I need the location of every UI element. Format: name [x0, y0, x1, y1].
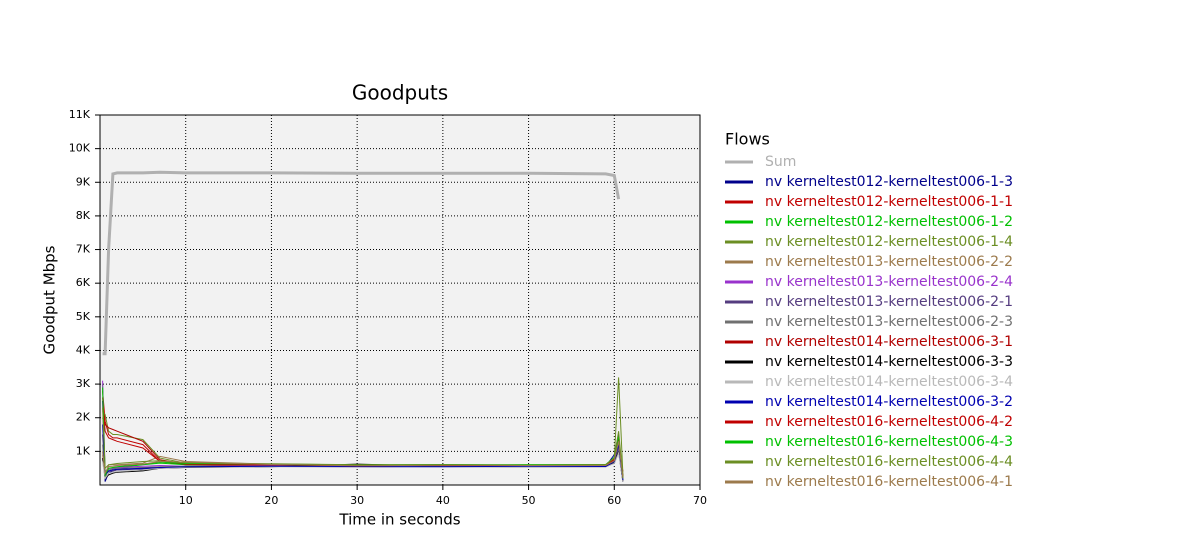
y-tick-label: 3K — [76, 377, 91, 390]
y-axis-label: Goodput Mbps — [41, 245, 59, 354]
legend-label: nv kerneltest014-kerneltest006-3-4 — [765, 374, 1013, 390]
legend-label: nv kerneltest013-kerneltest006-2-4 — [765, 274, 1013, 290]
legend-title: Flows — [725, 130, 770, 149]
plot-area — [100, 115, 700, 485]
series-line — [102, 424, 624, 481]
legend-label: nv kerneltest013-kerneltest006-2-1 — [765, 294, 1013, 310]
legend-label: nv kerneltest013-kerneltest006-2-2 — [765, 254, 1013, 270]
y-tick-label: 11K — [69, 108, 91, 121]
legend-label: nv kerneltest016-kerneltest006-4-3 — [765, 434, 1013, 450]
legend-label: nv kerneltest016-kerneltest006-4-1 — [765, 474, 1013, 490]
series-line — [102, 451, 624, 482]
legend-label: nv kerneltest016-kerneltest006-4-4 — [765, 454, 1013, 470]
legend-label: nv kerneltest014-kerneltest006-3-2 — [765, 394, 1013, 410]
x-tick-label: 50 — [522, 494, 536, 507]
x-tick-label: 10 — [179, 494, 193, 507]
y-tick-label: 8K — [76, 209, 91, 222]
x-tick-label: 40 — [436, 494, 450, 507]
legend-label: nv kerneltest014-kerneltest006-3-1 — [765, 334, 1013, 350]
y-tick-label: 5K — [76, 310, 91, 323]
plot-frame — [99, 114, 701, 486]
series-line — [102, 170, 621, 356]
legend-label: nv kerneltest012-kerneltest006-1-4 — [765, 234, 1013, 250]
series-line — [102, 441, 624, 479]
x-axis-label: Time in seconds — [338, 511, 460, 529]
chart-title: Goodputs — [352, 81, 448, 105]
legend-label: nv kerneltest012-kerneltest006-1-3 — [765, 174, 1013, 190]
legend-label: nv kerneltest012-kerneltest006-1-2 — [765, 214, 1013, 230]
legend: Flows Sum nv kerneltest012-kerneltest006-… — [725, 130, 1013, 490]
legend-label: nv kerneltest013-kerneltest006-2-3 — [765, 314, 1013, 330]
y-tick-label: 4K — [76, 343, 91, 356]
x-tick-label: 20 — [264, 494, 278, 507]
y-tick-label: 9K — [76, 175, 91, 188]
x-tick-label: 70 — [693, 494, 707, 507]
legend-label: Sum — [765, 154, 796, 170]
x-tick-label: 30 — [350, 494, 364, 507]
legend-label: nv kerneltest012-kerneltest006-1-1 — [765, 194, 1013, 210]
x-tick-label: 60 — [607, 494, 621, 507]
y-tick-label: 6K — [76, 276, 91, 289]
legend-label: nv kerneltest014-kerneltest006-3-3 — [765, 354, 1013, 370]
y-tick-label: 1K — [76, 444, 91, 457]
series-line — [102, 397, 624, 477]
legend-label: nv kerneltest016-kerneltest006-4-2 — [765, 414, 1013, 430]
y-tick-label: 10K — [69, 142, 91, 155]
y-tick-label: 2K — [76, 411, 91, 424]
y-tick-label: 7K — [76, 243, 91, 256]
